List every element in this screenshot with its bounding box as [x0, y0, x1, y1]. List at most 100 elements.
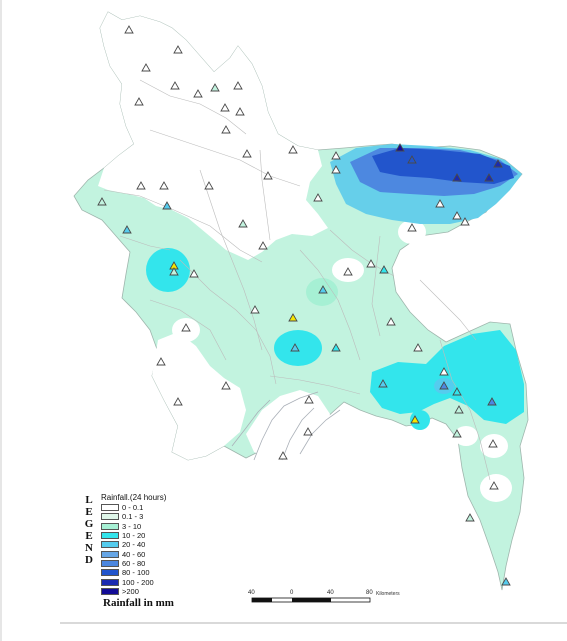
station-marker — [435, 199, 445, 208]
rain-zone-chittagong — [370, 330, 524, 424]
legend-letter: D — [85, 554, 93, 566]
station-marker — [318, 285, 328, 294]
legend-row: 100 - 200 — [101, 577, 221, 587]
legend-row: 20 - 40 — [101, 540, 221, 549]
station-marker — [452, 387, 462, 396]
station-marker — [181, 323, 191, 332]
rain-zone-rajshahi — [146, 248, 190, 292]
station-marker — [242, 149, 252, 158]
station-marker — [204, 181, 214, 190]
scale-tick-label: 40 — [248, 590, 255, 596]
station-marker — [97, 197, 107, 206]
station-marker — [159, 181, 169, 190]
station-marker — [304, 395, 314, 404]
no-rain-patch-coast — [454, 426, 478, 446]
station-marker — [439, 381, 449, 390]
legend-row: 10 - 20 — [101, 531, 221, 540]
scale-tick-label: 40 — [327, 590, 334, 596]
station-marker — [258, 241, 268, 250]
rain-zone-northeast-core — [372, 148, 514, 184]
station-marker — [407, 155, 417, 164]
station-marker — [331, 165, 341, 174]
legend-label: 80 - 100 — [122, 568, 150, 578]
station-marker — [331, 151, 341, 160]
legend-swatch — [101, 559, 119, 567]
station-marker — [410, 415, 420, 424]
legend-label: 0 - 0.1 — [122, 503, 144, 513]
rain-gauge-stations — [97, 25, 511, 586]
station-marker — [454, 405, 464, 414]
legend-title: Rainfall.(24 hours) — [101, 493, 167, 502]
station-marker — [173, 45, 183, 54]
station-marker — [169, 267, 179, 276]
station-marker — [452, 211, 462, 220]
legend-swatch — [101, 587, 119, 595]
station-marker — [452, 173, 462, 182]
station-marker — [452, 429, 462, 438]
legend-swatch — [101, 578, 119, 586]
station-marker — [407, 223, 417, 232]
rainfall-map — [60, 0, 567, 622]
station-marker — [263, 171, 273, 180]
legend-swatch — [101, 513, 119, 521]
station-marker — [136, 181, 146, 190]
station-marker — [235, 107, 245, 116]
station-marker — [366, 259, 376, 268]
scale-tick-label: 80 — [366, 590, 373, 596]
station-marker — [162, 201, 172, 210]
no-rain-north — [98, 12, 328, 260]
station-marker — [288, 313, 298, 322]
station-marker — [343, 267, 353, 276]
legend-row: 0.1 - 3 — [101, 512, 221, 521]
legend-letter: L — [85, 494, 93, 506]
station-marker — [413, 343, 423, 352]
station-marker — [489, 481, 499, 490]
station-marker — [288, 145, 298, 154]
station-marker — [210, 83, 220, 92]
scale-bar — [251, 597, 371, 603]
rain-zone-bhola — [410, 410, 430, 430]
station-marker — [378, 379, 388, 388]
station-marker — [250, 305, 260, 314]
no-rain-patch-east — [398, 220, 426, 244]
legend-row: 40 - 60 — [101, 549, 221, 559]
station-marker — [331, 343, 341, 352]
legend-letter: N — [85, 542, 93, 554]
station-marker — [170, 81, 180, 90]
station-marker — [290, 343, 300, 352]
station-marker — [173, 397, 183, 406]
legend-swatch — [101, 550, 119, 558]
station-marker — [220, 103, 230, 112]
legend-label: 3 - 10 — [122, 521, 142, 531]
station-marker — [124, 25, 134, 34]
station-marker — [189, 269, 199, 278]
station-marker — [193, 89, 203, 98]
legend-label: >200 — [122, 586, 139, 596]
station-marker — [221, 125, 231, 134]
station-marker — [493, 159, 503, 168]
station-marker — [488, 439, 498, 448]
legend-swatch — [101, 569, 119, 577]
bottom-rule — [60, 622, 567, 624]
station-marker — [278, 451, 288, 460]
station-marker — [313, 193, 323, 202]
legend-label: 10 - 20 — [122, 531, 146, 541]
station-marker — [484, 173, 494, 182]
district-boundaries — [103, 79, 491, 481]
legend-letter: E — [85, 530, 93, 542]
legend-label: 60 - 80 — [122, 558, 146, 568]
no-rain-south — [246, 390, 330, 460]
station-marker — [303, 427, 313, 436]
legend-row: 0 - 0.1 — [101, 503, 221, 512]
station-marker — [238, 219, 248, 228]
legend-letter: G — [84, 518, 94, 530]
station-marker — [439, 367, 449, 376]
station-marker — [501, 577, 511, 586]
legend-swatch — [101, 532, 119, 540]
scale-unit-label: Kilometers — [376, 591, 400, 597]
station-marker — [134, 97, 144, 106]
station-marker — [487, 397, 497, 406]
